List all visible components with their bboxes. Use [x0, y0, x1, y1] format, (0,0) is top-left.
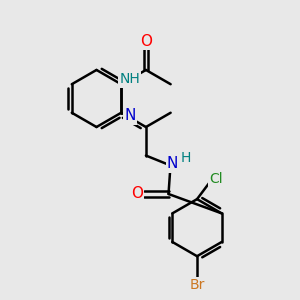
Text: NH: NH — [120, 73, 140, 86]
Text: H: H — [180, 151, 191, 165]
Text: O: O — [140, 34, 152, 49]
Text: O: O — [131, 187, 143, 202]
Text: Br: Br — [189, 278, 205, 292]
Text: Cl: Cl — [209, 172, 223, 186]
Text: N: N — [124, 108, 136, 123]
Text: N: N — [167, 156, 178, 171]
